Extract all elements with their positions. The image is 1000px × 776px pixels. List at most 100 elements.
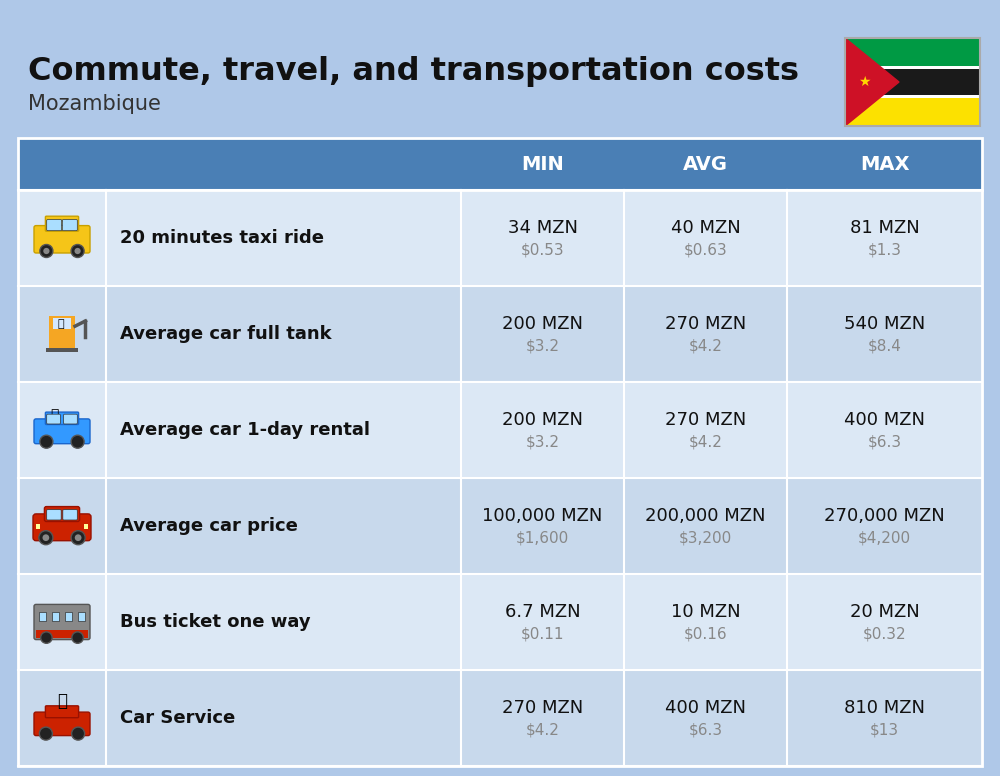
Text: 20 minutes taxi ride: 20 minutes taxi ride bbox=[120, 229, 324, 247]
Circle shape bbox=[72, 632, 83, 643]
Text: MIN: MIN bbox=[521, 154, 564, 174]
Text: 270,000 MZN: 270,000 MZN bbox=[824, 507, 945, 525]
Text: 270 MZN: 270 MZN bbox=[502, 699, 583, 717]
Text: Mozambique: Mozambique bbox=[28, 94, 161, 114]
Bar bbox=[845, 68, 980, 97]
FancyBboxPatch shape bbox=[47, 414, 60, 424]
FancyBboxPatch shape bbox=[44, 507, 80, 521]
Text: 6.7 MZN: 6.7 MZN bbox=[505, 603, 580, 621]
Bar bbox=[18, 286, 982, 382]
Text: Bus ticket one way: Bus ticket one way bbox=[120, 613, 311, 631]
Text: 200 MZN: 200 MZN bbox=[502, 411, 583, 429]
Text: Average car full tank: Average car full tank bbox=[120, 325, 332, 343]
FancyBboxPatch shape bbox=[34, 712, 90, 736]
Text: $8.4: $8.4 bbox=[868, 338, 901, 354]
Text: 200 MZN: 200 MZN bbox=[502, 315, 583, 333]
Circle shape bbox=[43, 248, 50, 254]
Text: 34 MZN: 34 MZN bbox=[508, 219, 578, 237]
Text: $3.2: $3.2 bbox=[526, 338, 560, 354]
FancyBboxPatch shape bbox=[34, 226, 90, 253]
Circle shape bbox=[40, 244, 53, 258]
FancyBboxPatch shape bbox=[62, 220, 77, 230]
FancyBboxPatch shape bbox=[63, 510, 77, 520]
Text: Commute, travel, and transportation costs: Commute, travel, and transportation cost… bbox=[28, 56, 799, 87]
FancyBboxPatch shape bbox=[34, 419, 90, 444]
Bar bbox=[845, 97, 980, 126]
FancyBboxPatch shape bbox=[47, 220, 62, 230]
Text: Average car 1-day rental: Average car 1-day rental bbox=[120, 421, 370, 439]
Circle shape bbox=[71, 244, 84, 258]
Text: TAXI: TAXI bbox=[53, 220, 71, 227]
Bar bbox=[845, 38, 980, 68]
Circle shape bbox=[42, 535, 49, 541]
Text: $3.2: $3.2 bbox=[526, 435, 560, 449]
Bar bbox=[18, 382, 982, 478]
Circle shape bbox=[41, 632, 52, 643]
Text: 🔧: 🔧 bbox=[57, 692, 67, 710]
FancyBboxPatch shape bbox=[45, 706, 79, 718]
Text: 400 MZN: 400 MZN bbox=[665, 699, 746, 717]
FancyBboxPatch shape bbox=[45, 217, 79, 231]
Circle shape bbox=[39, 727, 52, 740]
Bar bbox=[53, 318, 71, 329]
Text: $1,600: $1,600 bbox=[516, 531, 569, 546]
Bar bbox=[845, 38, 980, 126]
Bar bbox=[18, 138, 982, 766]
Bar bbox=[18, 478, 982, 574]
Text: Car Service: Car Service bbox=[120, 709, 235, 727]
Circle shape bbox=[71, 531, 85, 545]
FancyBboxPatch shape bbox=[34, 605, 90, 639]
Polygon shape bbox=[845, 38, 899, 126]
Text: 💧: 💧 bbox=[57, 319, 64, 328]
Text: AVG: AVG bbox=[683, 154, 728, 174]
Text: 200,000 MZN: 200,000 MZN bbox=[645, 507, 766, 525]
Bar bbox=[18, 138, 982, 190]
Circle shape bbox=[72, 727, 85, 740]
Text: $13: $13 bbox=[870, 722, 899, 737]
Text: $1.3: $1.3 bbox=[868, 242, 902, 258]
Circle shape bbox=[71, 435, 84, 449]
Text: 540 MZN: 540 MZN bbox=[844, 315, 925, 333]
Bar bbox=[36, 524, 40, 528]
Text: 270 MZN: 270 MZN bbox=[665, 315, 746, 333]
Text: Average car price: Average car price bbox=[120, 517, 298, 535]
Bar bbox=[78, 611, 85, 621]
Bar bbox=[18, 670, 982, 766]
Circle shape bbox=[74, 248, 81, 254]
Text: $0.16: $0.16 bbox=[684, 626, 727, 642]
Bar bbox=[845, 95, 980, 99]
Text: $0.53: $0.53 bbox=[521, 242, 564, 258]
Bar bbox=[84, 524, 88, 528]
Bar bbox=[49, 316, 75, 352]
FancyBboxPatch shape bbox=[47, 510, 61, 520]
Text: 10 MZN: 10 MZN bbox=[671, 603, 740, 621]
Bar bbox=[845, 66, 980, 69]
Bar bbox=[36, 630, 88, 638]
Bar bbox=[46, 348, 78, 352]
Text: 270 MZN: 270 MZN bbox=[665, 411, 746, 429]
Text: 810 MZN: 810 MZN bbox=[844, 699, 925, 717]
Text: $0.11: $0.11 bbox=[521, 626, 564, 642]
Text: 400 MZN: 400 MZN bbox=[844, 411, 925, 429]
Text: 100,000 MZN: 100,000 MZN bbox=[482, 507, 603, 525]
Bar bbox=[18, 574, 982, 670]
Text: $4.2: $4.2 bbox=[526, 722, 559, 737]
Text: 20 MZN: 20 MZN bbox=[850, 603, 919, 621]
FancyBboxPatch shape bbox=[45, 412, 79, 424]
Text: $0.63: $0.63 bbox=[684, 242, 727, 258]
Text: $4.2: $4.2 bbox=[689, 338, 722, 354]
Text: $6.3: $6.3 bbox=[688, 722, 723, 737]
Bar bbox=[52, 611, 59, 621]
Circle shape bbox=[40, 435, 53, 449]
FancyBboxPatch shape bbox=[33, 514, 91, 541]
Text: 81 MZN: 81 MZN bbox=[850, 219, 919, 237]
FancyBboxPatch shape bbox=[64, 414, 77, 424]
Text: $6.3: $6.3 bbox=[867, 435, 902, 449]
Text: ★: ★ bbox=[858, 75, 870, 89]
Text: MAX: MAX bbox=[860, 154, 909, 174]
Text: $0.32: $0.32 bbox=[863, 626, 906, 642]
Bar bbox=[39, 611, 46, 621]
Text: $4.2: $4.2 bbox=[689, 435, 722, 449]
Text: 40 MZN: 40 MZN bbox=[671, 219, 740, 237]
Text: $4,200: $4,200 bbox=[858, 531, 911, 546]
